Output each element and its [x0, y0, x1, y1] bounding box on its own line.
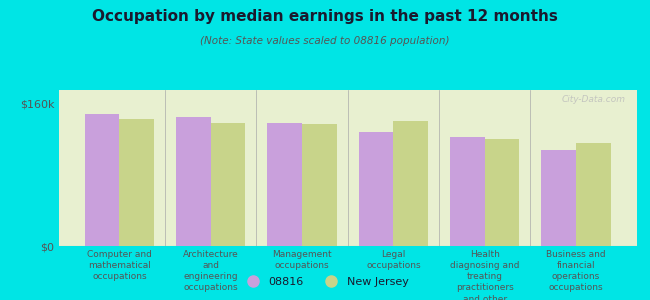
- Bar: [211, 123, 246, 246]
- Bar: [541, 150, 576, 246]
- Bar: [450, 137, 485, 246]
- Bar: [84, 114, 120, 246]
- Bar: [267, 123, 302, 246]
- Bar: [485, 139, 519, 246]
- Bar: [176, 117, 211, 246]
- Text: Occupation by median earnings in the past 12 months: Occupation by median earnings in the pas…: [92, 9, 558, 24]
- Text: City-Data.com: City-Data.com: [562, 95, 625, 104]
- Bar: [302, 124, 337, 246]
- Bar: [359, 132, 393, 246]
- Legend: 08816, New Jersey: 08816, New Jersey: [237, 273, 413, 291]
- Bar: [393, 121, 428, 246]
- Bar: [576, 143, 611, 246]
- Bar: [120, 119, 154, 246]
- Text: (Note: State values scaled to 08816 population): (Note: State values scaled to 08816 popu…: [200, 36, 450, 46]
